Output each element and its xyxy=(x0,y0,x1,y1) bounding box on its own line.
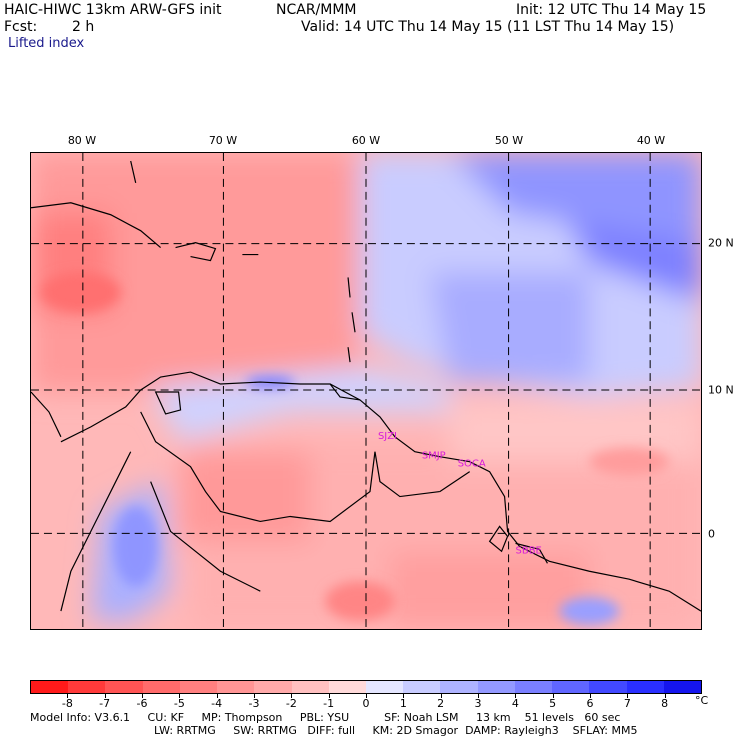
colorbar-label: 8 xyxy=(661,697,669,710)
colorbar-swatch xyxy=(663,681,701,693)
colorbar-label: -4 xyxy=(211,697,223,710)
lifted-index-map: SJZI SMJP SOCA SBBE xyxy=(30,152,702,630)
lat-label-20n: 20 N xyxy=(708,236,734,250)
colorbar-tick xyxy=(440,694,442,698)
city-label-soca: SOCA xyxy=(458,459,486,470)
colorbar-label: 5 xyxy=(549,697,557,710)
valid-time: Valid: 14 UTC Thu 14 May 15 (11 LST Thu … xyxy=(301,19,675,35)
colorbar-label: -6 xyxy=(136,697,148,710)
model-info-line1: Model Info: V3.6.1 CU: KF MP: Thompson P… xyxy=(30,711,621,724)
colorbar-swatch xyxy=(105,681,143,693)
colorbar-swatch xyxy=(328,681,366,693)
field-name: Lifted index xyxy=(8,36,85,51)
colorbar-tick xyxy=(254,694,255,698)
colorbar-swatch xyxy=(254,681,292,693)
lat-label-10n: 10 N xyxy=(708,383,734,397)
colorbar-tick xyxy=(478,694,479,698)
colorbar-label: 3 xyxy=(474,697,482,710)
colorbar-label: 0 xyxy=(362,697,370,710)
lat-label-0: 0 xyxy=(708,527,715,541)
colorbar-label: -5 xyxy=(173,697,185,710)
colorbar-label: 7 xyxy=(623,697,631,710)
colorbar-swatch xyxy=(626,681,664,693)
colorbar-swatch xyxy=(514,681,553,693)
lon-label-50w: 50 W xyxy=(494,134,524,147)
city-label-sjzi: SJZI xyxy=(378,431,397,442)
colorbar-tick xyxy=(366,694,367,698)
colorbar-swatch xyxy=(589,681,627,693)
colorbar-label: 4 xyxy=(511,697,519,710)
init-time: Init: 12 UTC Thu 14 May 15 xyxy=(516,2,707,18)
lon-label-70w: 70 W xyxy=(208,134,238,147)
colorbar-swatch xyxy=(477,681,515,693)
colorbar-tick xyxy=(216,694,218,698)
colorbar-swatch xyxy=(291,681,329,693)
colorbar-tick xyxy=(515,694,517,698)
colorbar-tick xyxy=(552,694,554,698)
colorbar-unit: °C xyxy=(695,694,709,707)
colorbar xyxy=(30,680,702,694)
colorbar-swatch xyxy=(403,681,441,693)
colorbar-tick xyxy=(627,694,629,698)
colorbar-swatch xyxy=(365,681,404,693)
city-label-sbbe: SBBE xyxy=(516,545,542,556)
colorbar-swatch xyxy=(217,681,255,693)
org-label: NCAR/MMM xyxy=(276,2,357,18)
colorbar-label: 6 xyxy=(586,697,594,710)
colorbar-tick xyxy=(142,694,143,698)
colorbar-label: -2 xyxy=(285,697,297,710)
colorbar-swatch xyxy=(68,681,106,693)
colorbar-tick xyxy=(403,694,405,698)
colorbar-label: -1 xyxy=(323,697,335,710)
forecast-hour: 2 h xyxy=(72,19,95,35)
lon-label-80w: 80 W xyxy=(67,134,97,147)
colorbar-tick xyxy=(590,694,591,698)
colorbar-swatch xyxy=(552,681,590,693)
colorbar-label: 1 xyxy=(399,697,407,710)
colorbar-tick xyxy=(328,694,330,698)
colorbar-swatch xyxy=(440,681,478,693)
model-title: HAIC-HIWC 13km ARW-GFS init xyxy=(4,2,222,18)
city-label-smjp: SMJP xyxy=(422,451,446,462)
lon-label-40w: 40 W xyxy=(636,134,666,147)
colorbar-label: -3 xyxy=(248,697,260,710)
lon-label-60w: 60 W xyxy=(351,134,381,147)
forecast-label: Fcst: xyxy=(4,19,38,35)
colorbar-swatch xyxy=(179,681,218,693)
colorbar-swatch xyxy=(31,681,69,693)
model-info-line2: LW: RRTMG SW: RRTMG DIFF: full KM: 2D Sm… xyxy=(154,724,638,737)
colorbar-label: 2 xyxy=(437,697,445,710)
colorbar-label: -7 xyxy=(99,697,111,710)
colorbar-tick xyxy=(104,694,106,698)
colorbar-label: -8 xyxy=(61,697,73,710)
colorbar-tick xyxy=(291,694,293,698)
colorbar-tick xyxy=(664,694,666,698)
colorbar-swatch xyxy=(142,681,180,693)
colorbar-tick xyxy=(67,694,69,698)
colorbar-tick xyxy=(179,694,181,698)
